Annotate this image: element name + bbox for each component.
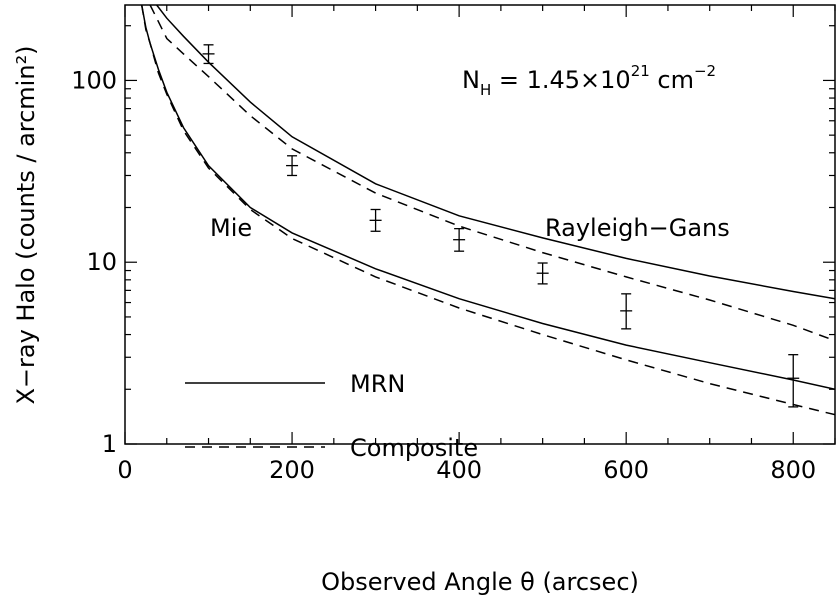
data-point-7 xyxy=(787,354,800,408)
model-curve-3 xyxy=(140,5,835,391)
x-axis-title: Observed Angle θ (arcsec) xyxy=(321,568,639,596)
x-tick-label: 800 xyxy=(770,456,816,484)
mie-label: Mie xyxy=(210,214,252,242)
annotation-sub: H xyxy=(480,81,491,99)
legend: MRN Composite xyxy=(185,370,478,462)
data-point-3 xyxy=(369,208,382,232)
x-tick-label: 400 xyxy=(436,456,482,484)
annotation-exp: 21 xyxy=(631,62,650,80)
density-annotation: NH = 1.45×1021 cm−2 xyxy=(462,62,716,99)
y-tick-label: 100 xyxy=(71,66,117,94)
model-curve-2 xyxy=(149,5,835,342)
model-curve-1 xyxy=(156,5,835,300)
annotation-rest: = 1.45×10 xyxy=(491,66,630,94)
data-point-1 xyxy=(202,44,215,65)
legend-label-mrn: MRN xyxy=(350,370,405,398)
model-curves xyxy=(140,5,835,416)
y-tick-label: 1 xyxy=(102,430,117,458)
data-points xyxy=(202,44,800,408)
plot-frame xyxy=(124,4,836,445)
y-axis-title: X−ray Halo (counts / arcmin²) xyxy=(12,45,40,404)
axis-ticks xyxy=(124,5,836,445)
x-tick-label: 0 xyxy=(117,456,132,484)
x-tick-label: 600 xyxy=(603,456,649,484)
y-tick-label: 10 xyxy=(86,248,117,276)
rayleigh-gans-label: Rayleigh−Gans xyxy=(545,214,730,242)
data-point-2 xyxy=(286,155,299,177)
model-curve-4 xyxy=(140,5,835,416)
annotation-main: N xyxy=(462,66,480,94)
annotation-unit: cm xyxy=(650,66,694,94)
data-point-4 xyxy=(453,227,466,252)
annotation-unit-exp: −2 xyxy=(694,62,716,80)
x-tick-label: 200 xyxy=(269,456,315,484)
data-point-5 xyxy=(536,262,549,285)
tick-labels: 0 200 400 600 800 1 10 100 xyxy=(71,66,816,484)
legend-label-composite: Composite xyxy=(350,434,478,462)
data-point-6 xyxy=(620,293,633,330)
